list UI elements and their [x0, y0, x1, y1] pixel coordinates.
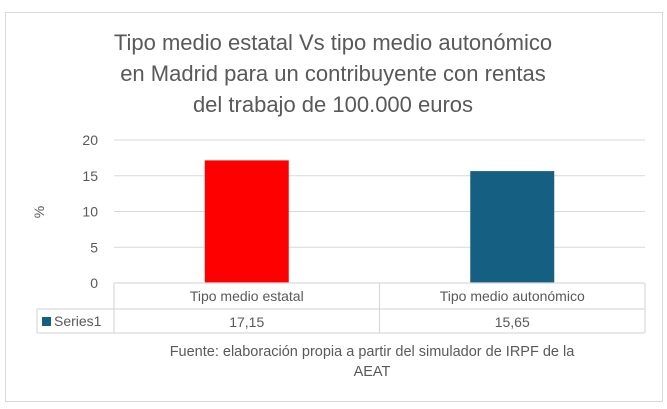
y-tick-label: 10 [82, 204, 98, 220]
y-tick-label: 5 [90, 239, 98, 255]
legend-swatch [42, 317, 51, 326]
chart-title-line-2: en Madrid para un contribuyente con rent… [120, 61, 546, 86]
legend-series-label: Series1 [54, 313, 102, 329]
category-label: Tipo medio autonómico [440, 288, 585, 304]
y-tick-label: 15 [82, 168, 98, 184]
source-line-1: Fuente: elaboración propia a partir del … [170, 344, 576, 360]
data-value-label: 17,15 [229, 314, 264, 330]
chart-frame [5, 12, 663, 402]
bar-2 [470, 171, 555, 283]
y-axis-label: % [31, 206, 47, 218]
bar-1 [204, 160, 289, 283]
chart-title-line-3: del trabajo de 100.000 euros [193, 92, 473, 117]
y-tick-label: 20 [82, 132, 98, 148]
y-tick-label: 0 [90, 275, 98, 291]
source-line-2: AEAT [354, 364, 391, 380]
category-label: Tipo medio estatal [190, 288, 304, 304]
chart-title-line-1: Tipo medio estatal Vs tipo medio autonóm… [114, 30, 552, 55]
data-value-label: 15,65 [495, 314, 530, 330]
